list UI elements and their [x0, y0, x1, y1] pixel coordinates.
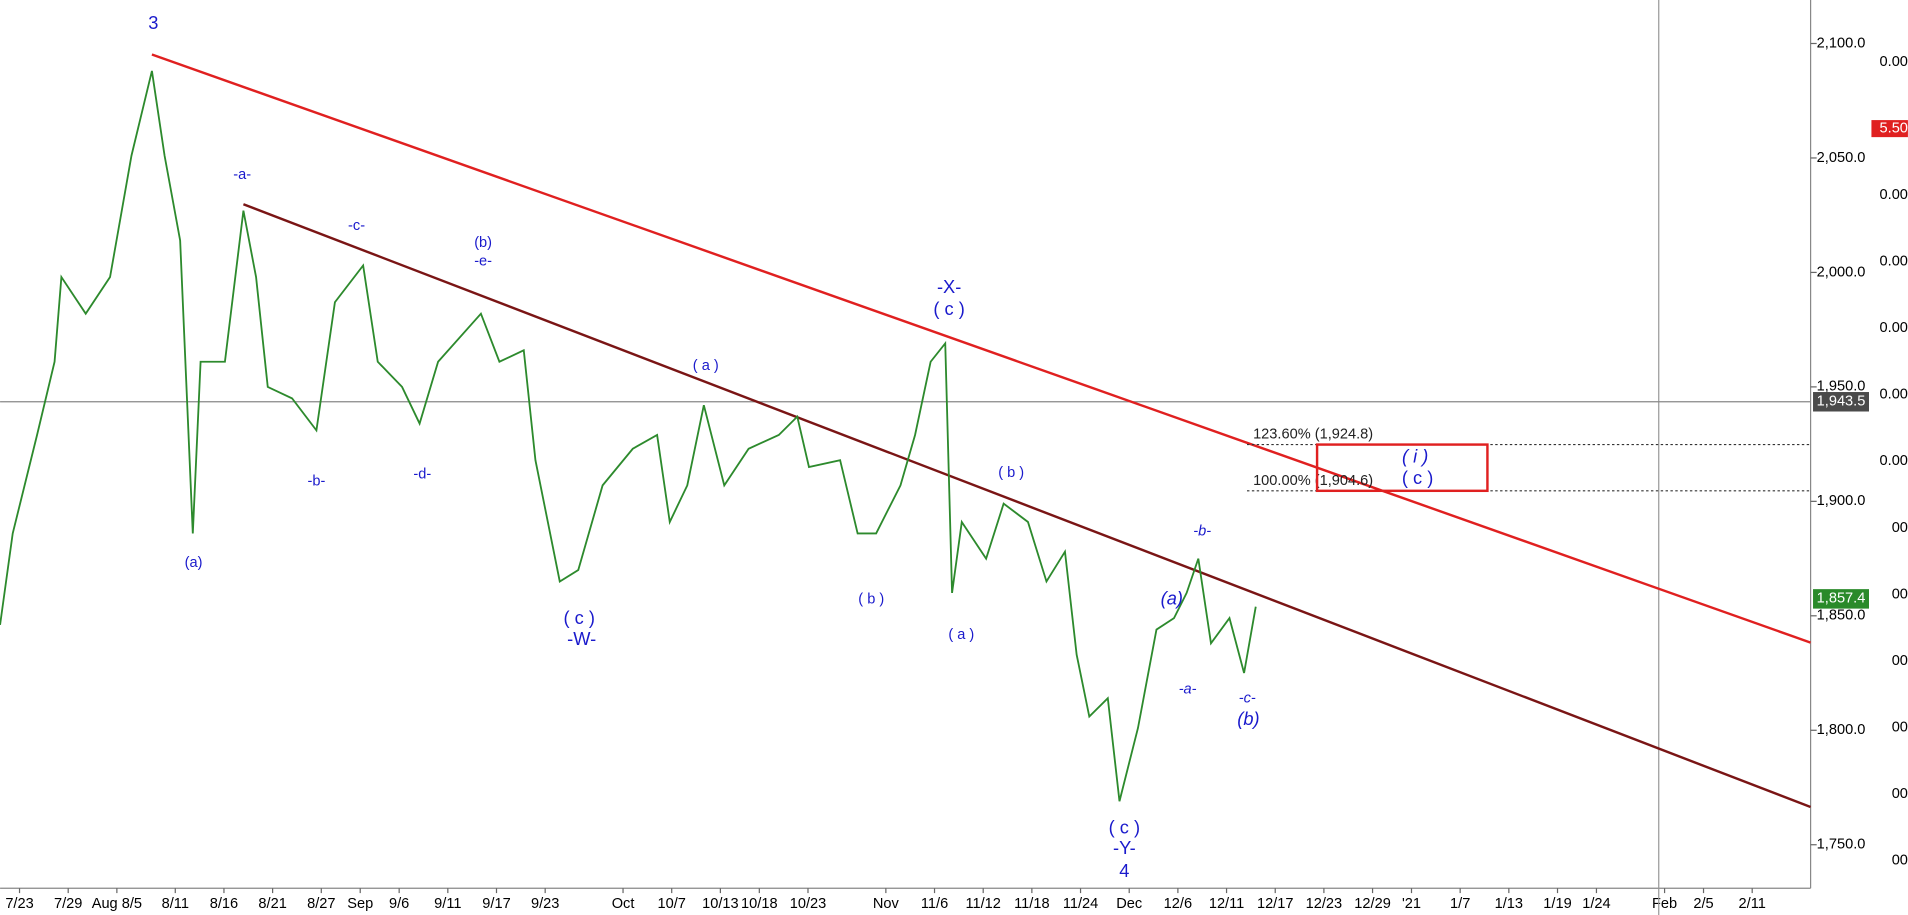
x-tick-label: 9/6: [389, 896, 409, 912]
x-tick-label: Dec: [1116, 896, 1142, 912]
x-tick-label: 12/6: [1164, 896, 1192, 912]
x-tick-label: 1/13: [1495, 896, 1523, 912]
wave-label: ( i ): [1402, 445, 1428, 466]
x-tick-label: 7/23: [5, 896, 33, 912]
wave-label: -e-: [474, 253, 492, 269]
wave-label: (a): [185, 555, 203, 571]
wave-label: -c-: [348, 218, 365, 234]
x-tick-label: 10/13: [702, 896, 739, 912]
wave-label: ( c ): [1402, 467, 1433, 488]
x-tick-label: 9/17: [482, 896, 510, 912]
clipped-label: 00: [1892, 653, 1908, 669]
wave-label: ( c ): [933, 298, 964, 319]
x-tick-label: 8/16: [210, 896, 238, 912]
x-tick-label: 1/24: [1582, 896, 1610, 912]
wave-label: -a-: [1179, 682, 1197, 698]
y-tick-label: 1,850.0: [1817, 608, 1866, 624]
clipped-label: 0.00: [1880, 187, 1908, 203]
price-tag-label: 1,943.5: [1817, 394, 1866, 410]
x-tick-label: 12/11: [1209, 896, 1244, 912]
price-tag: [1871, 120, 1908, 138]
fib-label: 100.00% (1,904.6): [1253, 473, 1373, 489]
price-tag-label: 1,857.4: [1817, 591, 1866, 607]
x-tick-label: 10/7: [658, 896, 686, 912]
wave-label: ( b ): [998, 465, 1024, 481]
clipped-label: 00: [1892, 786, 1908, 802]
x-tick-label: 1/19: [1543, 896, 1571, 912]
x-tick-label: 11/24: [1063, 896, 1098, 912]
x-tick-label: 9/11: [434, 896, 461, 912]
wave-label: ( b ): [858, 592, 884, 608]
price-tag: [1813, 589, 1869, 609]
y-tick-label: 1,800.0: [1817, 722, 1866, 738]
y-tick-label: 1,950.0: [1817, 379, 1866, 395]
x-tick-label: 11/12: [965, 896, 1000, 912]
wave-label: -b-: [1193, 524, 1211, 540]
clipped-label: 00: [1892, 520, 1908, 536]
wave-label: -b-: [307, 474, 325, 490]
clipped-label: 00: [1892, 719, 1908, 735]
wave-label: -W-: [567, 628, 596, 649]
x-tick-label: 12/23: [1306, 896, 1343, 912]
x-tick-label: 8/11: [162, 896, 189, 912]
x-tick-label: Oct: [612, 896, 635, 912]
y-tick-label: 1,900.0: [1817, 493, 1866, 509]
y-tick-label: 2,000.0: [1817, 264, 1866, 280]
clipped-label: 0.00: [1880, 320, 1908, 336]
x-tick-label: 2/5: [1693, 896, 1713, 912]
trend-line: [151, 53, 1812, 644]
wave-label: -c-: [1239, 690, 1256, 706]
wave-label: (b): [474, 235, 492, 251]
wave-label: ( a ): [948, 627, 974, 643]
clipped-label: 0.00: [1880, 254, 1908, 270]
trend-line: [242, 203, 1812, 809]
x-tick-label: Nov: [873, 896, 900, 912]
x-tick-label: 10/18: [741, 896, 778, 912]
wave-label: (a): [1161, 588, 1183, 609]
x-tick-label: 8/21: [258, 896, 286, 912]
wave-label: ( c ): [564, 607, 595, 628]
x-tick-label: 11/18: [1014, 896, 1049, 912]
x-tick-label: 12/29: [1354, 896, 1391, 912]
wave-label: -d-: [413, 466, 431, 482]
clipped-label: 0.00: [1880, 387, 1908, 403]
x-tick-label: Aug 8/5: [92, 896, 142, 912]
wave-label: ( c ): [1109, 816, 1140, 837]
wave-label: 3: [148, 12, 158, 33]
fib-label: 123.60% (1,924.8): [1253, 427, 1373, 443]
clipped-label: 00: [1892, 586, 1908, 602]
clipped-label: 0.00: [1880, 453, 1908, 469]
x-tick-label: 9/23: [531, 896, 559, 912]
x-tick-label: 2/11: [1739, 896, 1766, 912]
x-tick-label: Feb: [1652, 896, 1677, 912]
wave-label: (b): [1237, 708, 1259, 729]
y-tick-label: 2,100.0: [1817, 35, 1866, 51]
wave-label: -Y-: [1113, 837, 1136, 858]
x-tick-label: Sep: [347, 896, 373, 912]
x-tick-label: 10/23: [790, 896, 827, 912]
wave-label: -X-: [937, 276, 961, 297]
clipped-label: 00: [1892, 853, 1908, 869]
y-tick-label: 1,750.0: [1817, 837, 1866, 853]
wave-label: -a-: [233, 167, 251, 183]
wave-label: ( a ): [693, 358, 719, 374]
x-tick-label: 7/29: [54, 896, 82, 912]
target-box: [1315, 443, 1489, 493]
x-tick-label: 11/6: [921, 896, 948, 912]
y-tick-label: 2,050.0: [1817, 150, 1866, 166]
clipped-label: 0.00: [1880, 54, 1908, 70]
wave-label: 4: [1119, 860, 1129, 881]
price-line-series: [0, 70, 1257, 802]
clipped-label: 5.50: [1880, 120, 1908, 136]
x-tick-label: 8/27: [307, 896, 335, 912]
x-tick-label: 1/7: [1450, 896, 1470, 912]
x-tick-label: 12/17: [1257, 896, 1294, 912]
x-tick-label: '21: [1402, 896, 1421, 912]
price-tag: [1813, 392, 1869, 412]
